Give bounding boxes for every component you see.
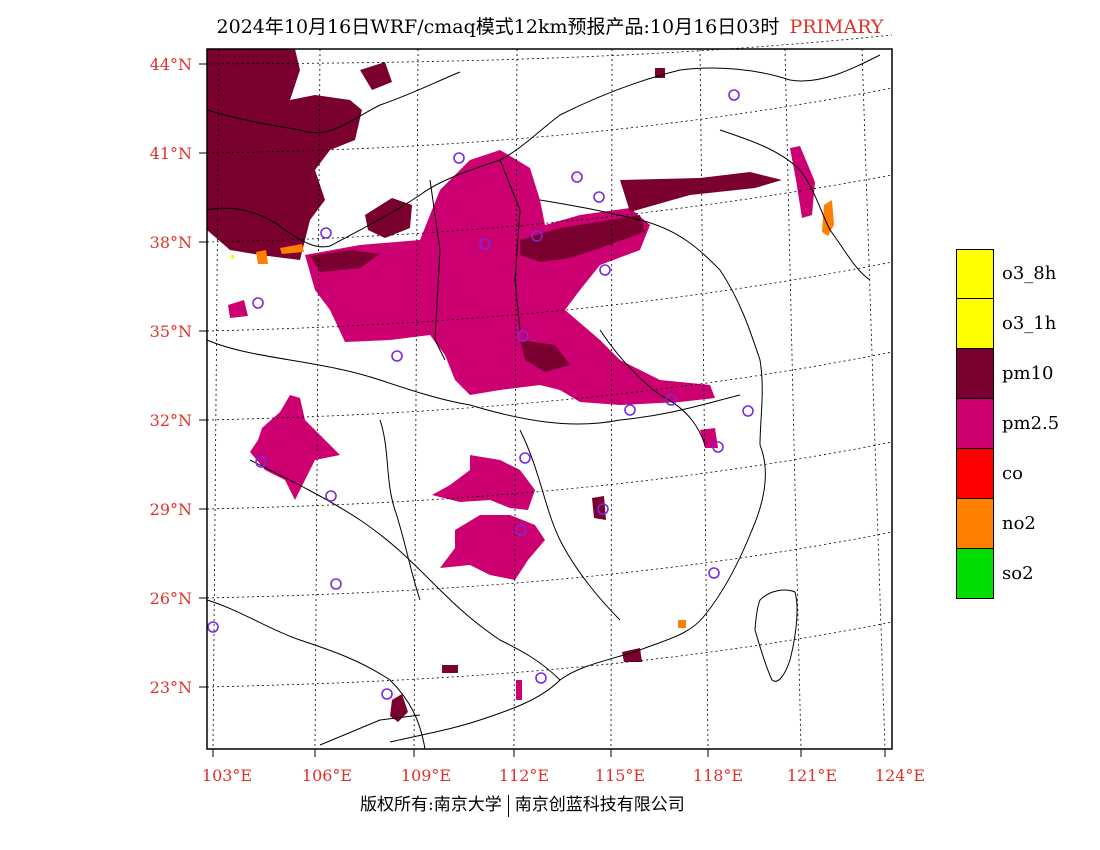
lon-label-124: 124°E — [875, 766, 925, 785]
copyright-owner: 版权所有:南京大学 — [360, 795, 502, 815]
chart-title: 2024年10月16日WRF/cmaq模式12km预报产品:10月16日03时 P… — [0, 12, 1100, 39]
station-markers — [207, 89, 754, 700]
lon-label-109: 109°E — [401, 766, 451, 785]
lat-label-26: 26°N — [150, 589, 192, 608]
legend-swatch — [956, 499, 994, 549]
pm25-patch-south — [516, 680, 522, 700]
legend-label: pm10 — [1002, 363, 1054, 384]
legend-label: so2 — [1002, 563, 1034, 584]
pm10-band-east — [620, 172, 782, 212]
boundaries — [206, 54, 881, 750]
lon-label-103: 103°E — [202, 766, 252, 785]
legend-label: o3_1h — [1002, 313, 1057, 334]
lat-label-44: 44°N — [150, 55, 192, 74]
lat-label-32: 32°N — [150, 411, 192, 430]
lat-label-23: 23°N — [150, 678, 192, 697]
pm10-patch-henan — [520, 340, 570, 372]
pm10-area-northwest — [207, 49, 362, 260]
lat-label-35: 35°N — [150, 322, 192, 341]
lon-axis — [212, 749, 886, 757]
pm10-band-hebei — [520, 215, 645, 262]
legend-swatch — [956, 299, 994, 349]
pm10-patch-mongolia — [655, 68, 665, 78]
lat-label-38: 38°N — [150, 233, 192, 252]
legend-label: o3_8h — [1002, 263, 1057, 284]
pm25-patch-west — [228, 300, 248, 318]
pm10-patch-north — [360, 62, 392, 90]
lon-label-112: 112°E — [499, 766, 549, 785]
title-text: 2024年10月16日WRF/cmaq模式12km预报产品:10月16日03时 — [216, 16, 780, 38]
yellow-dot — [231, 255, 234, 259]
lon-label-121: 121°E — [787, 766, 837, 785]
copyright-footer: 版权所有:南京大学 南京创蓝科技有限公司 — [360, 790, 685, 817]
primary-tag: PRIMARY — [789, 16, 884, 38]
pm10-patch-ordos — [365, 198, 412, 238]
no2-patch-west — [256, 250, 268, 264]
pm25-patch-liaoning — [790, 146, 815, 218]
copyright-company: 南京创蓝科技有限公司 — [514, 795, 685, 815]
legend-swatch — [956, 349, 994, 399]
legend-label: no2 — [1002, 513, 1036, 534]
graticule — [206, 34, 893, 750]
footer-divider — [507, 794, 509, 817]
legend-label: co — [1002, 463, 1023, 484]
legend-swatch — [956, 249, 994, 299]
pm25-area-hubei — [432, 455, 535, 510]
pm10-patch-guangxi — [442, 665, 458, 673]
lat-label-41: 41°N — [150, 144, 192, 163]
lon-label-106: 106°E — [302, 766, 352, 785]
no2-patch-yinchuan — [280, 244, 304, 254]
pm25-area-hunan — [440, 515, 545, 580]
lon-label-115: 115°E — [595, 766, 645, 785]
lon-label-118: 118°E — [693, 766, 743, 785]
lat-label-29: 29°N — [150, 500, 192, 519]
legend-swatch — [956, 449, 994, 499]
no2-patch-dalian — [822, 200, 834, 236]
legend-swatch — [956, 399, 994, 449]
pm10-patch-south — [390, 694, 408, 722]
no2-patch-xiamen — [678, 620, 686, 628]
lat-axis — [199, 63, 207, 688]
pm10-patch-jiangxi — [592, 496, 606, 520]
pm25-area-sichuan — [250, 395, 340, 500]
pm10-band-west — [310, 250, 380, 272]
legend-label: pm2.5 — [1002, 413, 1060, 434]
legend-swatch — [956, 549, 994, 599]
